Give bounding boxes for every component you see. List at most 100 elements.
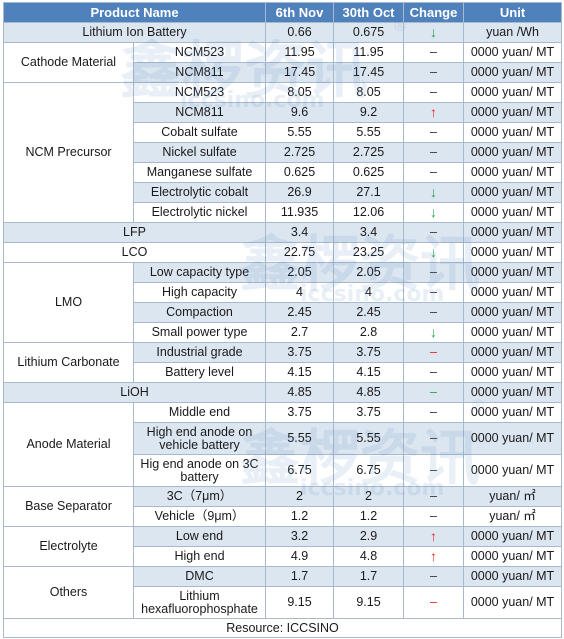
price-previous: 2.45 [333, 302, 405, 323]
price-previous: 1.7 [333, 566, 405, 587]
change-up-icon: ↑ [403, 102, 465, 123]
price-current: 2.05 [265, 262, 335, 283]
price-current: 11.95 [265, 42, 335, 63]
product-name: LFP [2, 222, 267, 243]
unit: 0000 yuan/ MT [463, 102, 563, 123]
price-previous: 2.725 [333, 142, 405, 163]
group-label: Anode Material [3, 402, 134, 487]
table-row: High end anode on vehicle battery 5.55 5… [4, 422, 563, 455]
table-row: High end 4.9 4.8 ↑ 0000 yuan/ MT [4, 546, 563, 567]
change-flat-icon: – [403, 122, 465, 143]
unit: 0000 yuan/ MT [463, 202, 563, 223]
change-up-icon: ↑ [403, 526, 465, 547]
unit: 0000 yuan/ MT [463, 362, 563, 383]
price-current: 9.6 [265, 102, 335, 123]
price-previous: 6.75 [333, 454, 405, 487]
change-down-icon: ↓ [403, 182, 465, 203]
header-product: Product Name [2, 2, 267, 23]
item-name: 3C（7μm） [132, 486, 267, 507]
unit: yuan/ ㎡ [463, 506, 563, 527]
price-previous: 17.45 [333, 62, 405, 83]
change-flat-icon: – [403, 342, 465, 363]
change-down-icon: ↓ [403, 242, 465, 263]
table-row: LMO Low capacity type 2.05 2.05 – 0000 y… [3, 262, 563, 343]
unit: 0000 yuan/ MT [463, 282, 563, 303]
group-label: Lithium Carbonate [3, 342, 134, 383]
product-name: LCO [2, 242, 267, 263]
price-current: 3.4 [265, 222, 335, 243]
table-row: NCM Precursor NCM523 8.05 8.05 – 0000 yu… [3, 82, 563, 223]
price-previous: 4.8 [333, 546, 405, 567]
change-flat-icon: – [403, 402, 465, 423]
table-row: Electrolyte Low end 3.2 2.9 ↑ 0000 yuan/… [3, 526, 563, 567]
price-previous: 3.75 [333, 402, 405, 423]
price-previous: 5.55 [333, 122, 405, 143]
price-previous: 2.05 [333, 262, 405, 283]
item-name: Vehicle（9μm） [132, 506, 267, 527]
unit: 0000 yuan/ MT [463, 422, 563, 455]
price-current: 9.15 [265, 586, 335, 619]
price-previous: 3.4 [333, 222, 405, 243]
group-label: Others [3, 566, 134, 619]
group-label: Cathode Material [3, 42, 134, 83]
change-flat-icon: – [403, 162, 465, 183]
table-row: LCO 22.75 23.25 ↓ 0000 yuan/ MT [2, 242, 563, 263]
price-current: 1.7 [265, 566, 335, 587]
table-row: NCM811 17.45 17.45 – 0000 yuan/ MT [4, 62, 563, 83]
unit: 0000 yuan/ MT [463, 162, 563, 183]
price-previous: 8.05 [333, 82, 405, 103]
price-previous: 9.2 [333, 102, 405, 123]
unit: yuan /Wh [463, 22, 563, 43]
item-name: Manganese sulfate [132, 162, 267, 183]
item-name: Nickel sulfate [132, 142, 267, 163]
change-down-icon: ↓ [403, 22, 465, 43]
unit: 0000 yuan/ MT [463, 586, 563, 619]
unit: 0000 yuan/ MT [463, 62, 563, 83]
price-current: 5.55 [265, 122, 335, 143]
change-flat-icon: – [403, 422, 465, 455]
unit: 0000 yuan/ MT [463, 322, 563, 343]
price-current: 0.625 [265, 162, 335, 183]
unit: 0000 yuan/ MT [463, 382, 563, 403]
price-current: 11.935 [265, 202, 335, 223]
source-note: Resource: ICCSINO [2, 618, 563, 638]
item-name: High end anode on vehicle battery [132, 422, 267, 455]
table-row: Base Separator 3C（7μm） 2 2 – yuan/ ㎡ [3, 486, 563, 527]
price-current: 1.2 [265, 506, 335, 527]
price-current: 2.45 [265, 302, 335, 323]
unit: 0000 yuan/ MT [463, 42, 563, 63]
item-name: Industrial grade [132, 342, 267, 363]
unit: 0000 yuan/ MT [463, 526, 563, 547]
price-current: 8.05 [265, 82, 335, 103]
item-name: Electrolytic nickel [132, 202, 267, 223]
table-row: Others DMC 1.7 1.7 – 0000 yuan/ MT [3, 566, 563, 619]
item-name: NCM523 [132, 42, 267, 63]
table-row: Electrolytic nickel 11.935 12.06 ↓ 0000 … [4, 202, 563, 223]
table-row: Anode Material Middle end 3.75 3.75 – 00… [3, 402, 563, 487]
price-current: 3.75 [265, 342, 335, 363]
price-current: 3.2 [265, 526, 335, 547]
table-row: Nickel sulfate 2.725 2.725 – 0000 yuan/ … [4, 142, 563, 163]
item-name: DMC [132, 566, 267, 587]
table-row: Lithium hexafluorophosphate 9.15 9.15 – … [4, 586, 563, 619]
unit: 0000 yuan/ MT [463, 122, 563, 143]
unit: 0000 yuan/ MT [463, 142, 563, 163]
change-flat-icon: – [403, 454, 465, 487]
item-name: NCM523 [132, 82, 267, 103]
change-flat-icon: – [403, 82, 465, 103]
table-row: Manganese sulfate 0.625 0.625 – 0000 yua… [4, 162, 563, 183]
price-current: 2.725 [265, 142, 335, 163]
change-down-icon: ↓ [403, 322, 465, 343]
price-previous: 2.9 [333, 526, 405, 547]
item-name: Lithium hexafluorophosphate [132, 586, 267, 619]
unit: 0000 yuan/ MT [463, 402, 563, 423]
group-label: LMO [3, 262, 134, 343]
price-previous: 9.15 [333, 586, 405, 619]
unit: 0000 yuan/ MT [463, 566, 563, 587]
change-flat-icon: – [403, 62, 465, 83]
price-current: 4.9 [265, 546, 335, 567]
price-previous: 4 [333, 282, 405, 303]
price-previous: 0.675 [333, 22, 405, 43]
table-row: Hig end anode on 3C battery 6.75 6.75 – … [4, 454, 563, 487]
